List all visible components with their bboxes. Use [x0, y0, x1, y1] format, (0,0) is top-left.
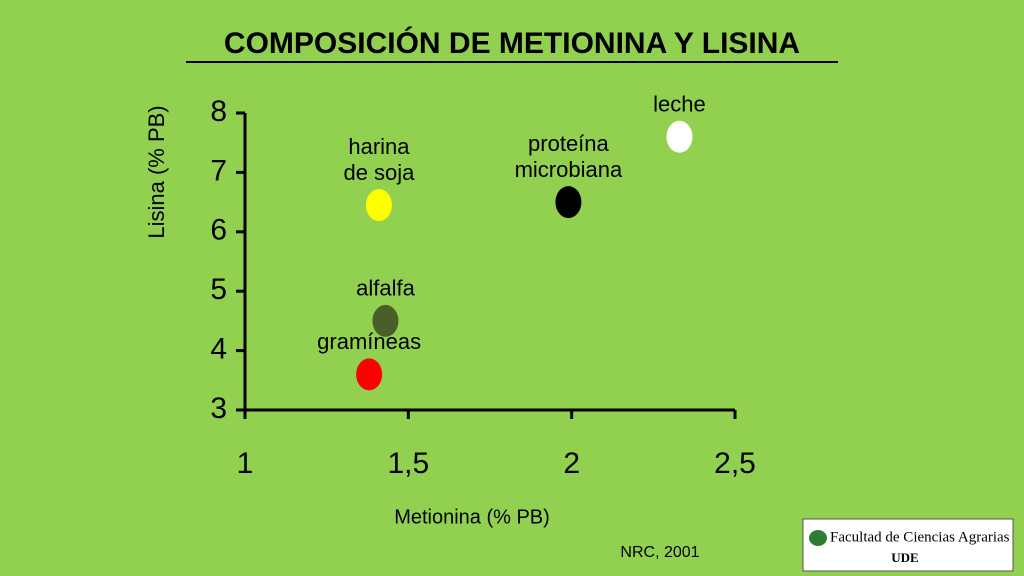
x-tick-label: 2,5: [714, 447, 756, 480]
x-tick-label: 2: [563, 447, 580, 480]
point-label: alfalfa: [356, 276, 415, 301]
point-label: leche: [653, 92, 706, 117]
point: [356, 358, 383, 391]
point-label: de soja: [343, 160, 415, 185]
x-tick-label: 1: [237, 447, 254, 480]
y-tick-label: 3: [210, 392, 227, 425]
source: NRC, 2001: [620, 544, 699, 561]
point: [372, 304, 399, 337]
logo-leaf: [809, 530, 827, 546]
chart-title: COMPOSICIÓN DE METIONINA Y LISINA: [224, 26, 800, 60]
y-tick-label: 7: [210, 154, 227, 187]
point-label: gramíneas: [317, 329, 421, 354]
y-axis-label: Lisina (% PB): [144, 105, 169, 238]
x-tick-label: 1,5: [387, 447, 429, 480]
y-tick-label: 8: [210, 95, 227, 128]
x-axis-label: Metionina (% PB): [394, 506, 550, 528]
logo-text: Facultad de Ciencias Agrarias: [830, 529, 1010, 545]
y-tick-label: 4: [210, 333, 227, 366]
y-tick-label: 6: [210, 214, 227, 247]
point: [365, 189, 392, 222]
point: [555, 186, 582, 219]
point-label: microbiana: [515, 157, 623, 182]
logo-sub: UDE: [891, 550, 918, 565]
point-label: harina: [348, 134, 410, 159]
point-label: proteína: [528, 131, 609, 156]
point: [666, 120, 693, 153]
y-tick-label: 5: [210, 273, 227, 306]
logo-box: [802, 518, 1014, 572]
